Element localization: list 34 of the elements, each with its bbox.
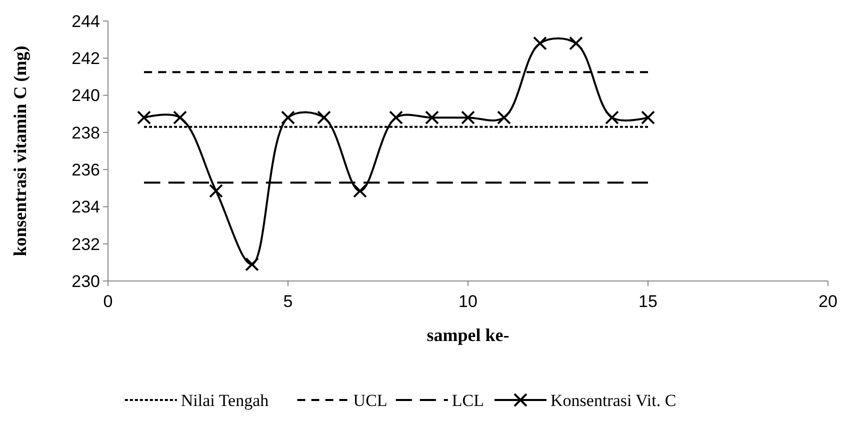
legend-label: LCL: [452, 390, 484, 410]
x-tick-label: 20: [818, 292, 838, 311]
x-tick-label: 15: [638, 292, 658, 311]
y-tick-label: 234: [72, 198, 100, 217]
point: [533, 36, 547, 50]
point: [425, 110, 439, 125]
point: [389, 110, 403, 125]
x-axis-title: sampel ke-: [426, 325, 510, 345]
y-tick-label: 232: [72, 234, 100, 254]
point: [497, 110, 511, 125]
x-tick-label: 10: [458, 292, 478, 311]
legend-label: Konsentrasi Vit. C: [550, 390, 676, 410]
point: [137, 110, 151, 125]
point: [317, 110, 331, 125]
y-tick-label: 240: [72, 86, 100, 106]
legend-label: UCL: [353, 390, 388, 410]
point: [245, 257, 259, 272]
point: [353, 184, 367, 198]
y-tick-label: 242: [72, 49, 100, 68]
y-axis-title: konsentrasi vitamin C (mg): [10, 46, 30, 256]
legend-label: Nilai Tengah: [180, 390, 270, 410]
y-tick-label: 230: [72, 272, 100, 291]
y-tick-label: 238: [72, 123, 100, 142]
x-tick-label: 5: [283, 292, 293, 311]
y-tick-label: 244: [72, 12, 100, 31]
point: [209, 184, 223, 198]
point: [173, 110, 187, 125]
x-tick-label: 0: [103, 292, 113, 311]
point: [641, 110, 655, 125]
point: [605, 110, 619, 125]
point: [461, 110, 475, 125]
y-tick-label: 236: [72, 160, 100, 180]
point: [281, 110, 295, 125]
point: [569, 36, 583, 50]
